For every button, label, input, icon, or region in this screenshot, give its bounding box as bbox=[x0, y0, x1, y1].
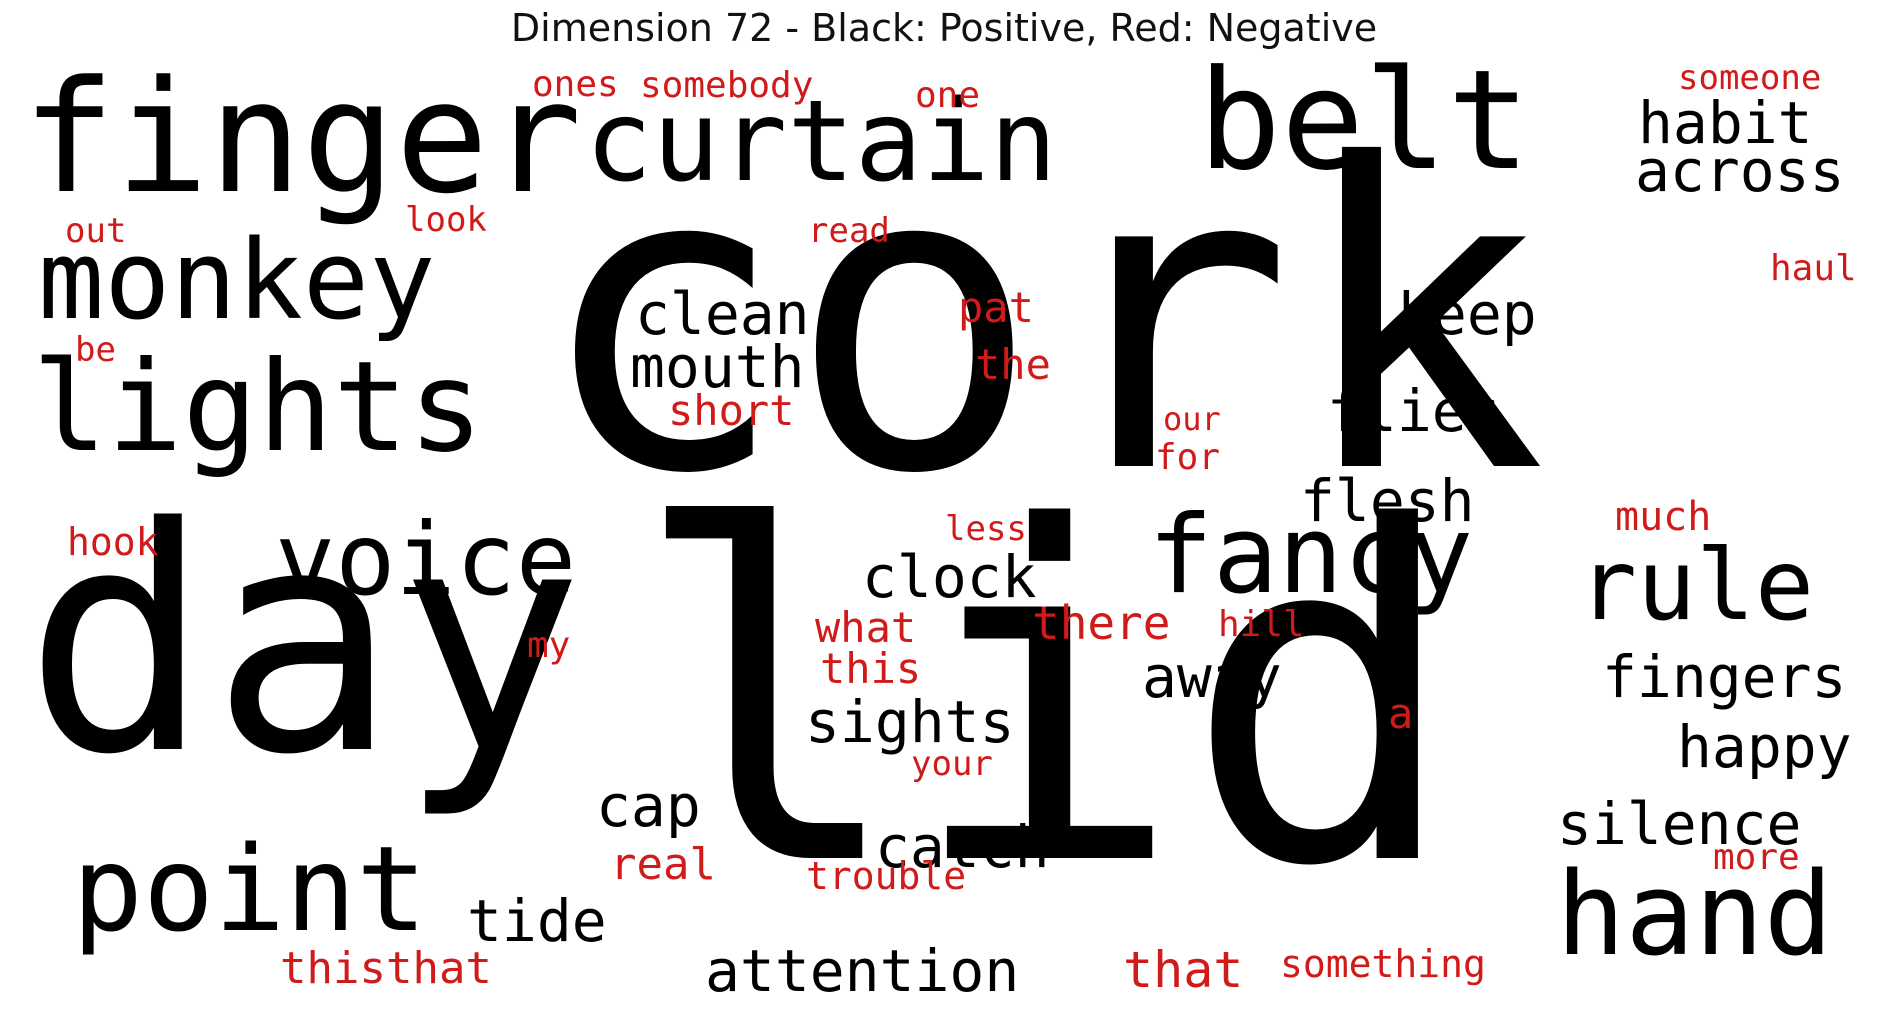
word-negative-haul: haul bbox=[1770, 248, 1857, 289]
word-positive-flies: flies bbox=[1327, 377, 1502, 445]
word-negative-one: one bbox=[915, 75, 981, 116]
word-positive-hand: hand bbox=[1556, 848, 1833, 982]
word-positive-fancy: fancy bbox=[1148, 493, 1474, 618]
word-positive-finger: finger bbox=[22, 47, 582, 228]
word-positive-fingers: fingers bbox=[1602, 643, 1847, 711]
word-positive-cork: cork bbox=[535, 77, 1547, 566]
word-positive-lid: lid bbox=[630, 432, 1461, 967]
word-negative-trouble: trouble bbox=[806, 854, 967, 898]
word-negative-the: the bbox=[975, 340, 1051, 389]
word-negative-someone: someone bbox=[1678, 58, 1822, 98]
word-negative-what: what bbox=[815, 603, 917, 652]
word-negative-pat: pat bbox=[958, 283, 1034, 332]
word-negative-hook: hook bbox=[67, 520, 159, 564]
word-positive-happy: happy bbox=[1677, 713, 1852, 781]
word-negative-your: your bbox=[911, 744, 993, 784]
word-positive-lights: lights bbox=[32, 335, 484, 480]
word-positive-curtain: curtain bbox=[585, 77, 1058, 207]
word-negative-for: for bbox=[1155, 437, 1221, 478]
word-negative-out: out bbox=[65, 211, 127, 251]
word-negative-something: something bbox=[1280, 942, 1486, 986]
word-positive-point: point bbox=[72, 820, 428, 958]
word-positive-monkey: monkey bbox=[38, 216, 436, 344]
figure-title: Dimension 72 - Black: Positive, Red: Neg… bbox=[510, 6, 1378, 50]
word-positive-rule: rule bbox=[1578, 529, 1815, 643]
word-negative-thisthat: thisthat bbox=[280, 943, 492, 994]
word-positive-flesh: flesh bbox=[1300, 467, 1475, 535]
word-negative-less: less bbox=[945, 509, 1027, 549]
word-negative-that: that bbox=[1123, 941, 1244, 999]
word-positive-habit: habit bbox=[1638, 89, 1813, 157]
word-negative-hill: hill bbox=[1218, 604, 1305, 645]
word-positive-keep: keep bbox=[1397, 280, 1537, 348]
word-positive-away: away bbox=[1142, 643, 1282, 711]
word-negative-this: this bbox=[820, 644, 922, 693]
word-negative-a: a bbox=[1388, 689, 1414, 738]
word-positive-voice: voice bbox=[275, 501, 577, 618]
word-negative-be: be bbox=[75, 330, 116, 370]
word-positive-catch: catch bbox=[875, 813, 1050, 881]
word-positive-tide: tide bbox=[467, 887, 607, 955]
word-negative-short: short bbox=[668, 386, 795, 435]
word-positive-silence: silence bbox=[1557, 790, 1802, 858]
word-negative-more: more bbox=[1713, 837, 1800, 878]
word-positive-clock: clock bbox=[862, 543, 1037, 611]
word-negative-much: much bbox=[1615, 494, 1712, 540]
word-positive-clean: clean bbox=[635, 280, 810, 348]
word-negative-somebody: somebody bbox=[640, 65, 814, 106]
word-negative-read: read bbox=[808, 211, 890, 251]
word-negative-our: our bbox=[1163, 400, 1221, 438]
word-positive-sights: sights bbox=[805, 688, 1015, 756]
word-positive-mouth: mouth bbox=[630, 333, 805, 401]
word-negative-ones: ones bbox=[532, 64, 619, 105]
word-positive-across: across bbox=[1635, 137, 1845, 205]
word-negative-there: there bbox=[1032, 596, 1171, 650]
word-negative-real: real bbox=[610, 839, 716, 890]
word-positive-day: day bbox=[24, 462, 584, 823]
word-positive-belt: belt bbox=[1198, 40, 1531, 201]
word-positive-attention: attention bbox=[705, 937, 1020, 1005]
word-negative-my: my bbox=[527, 625, 571, 666]
word-positive-cap: cap bbox=[596, 772, 701, 840]
word-negative-look: look bbox=[405, 200, 487, 240]
